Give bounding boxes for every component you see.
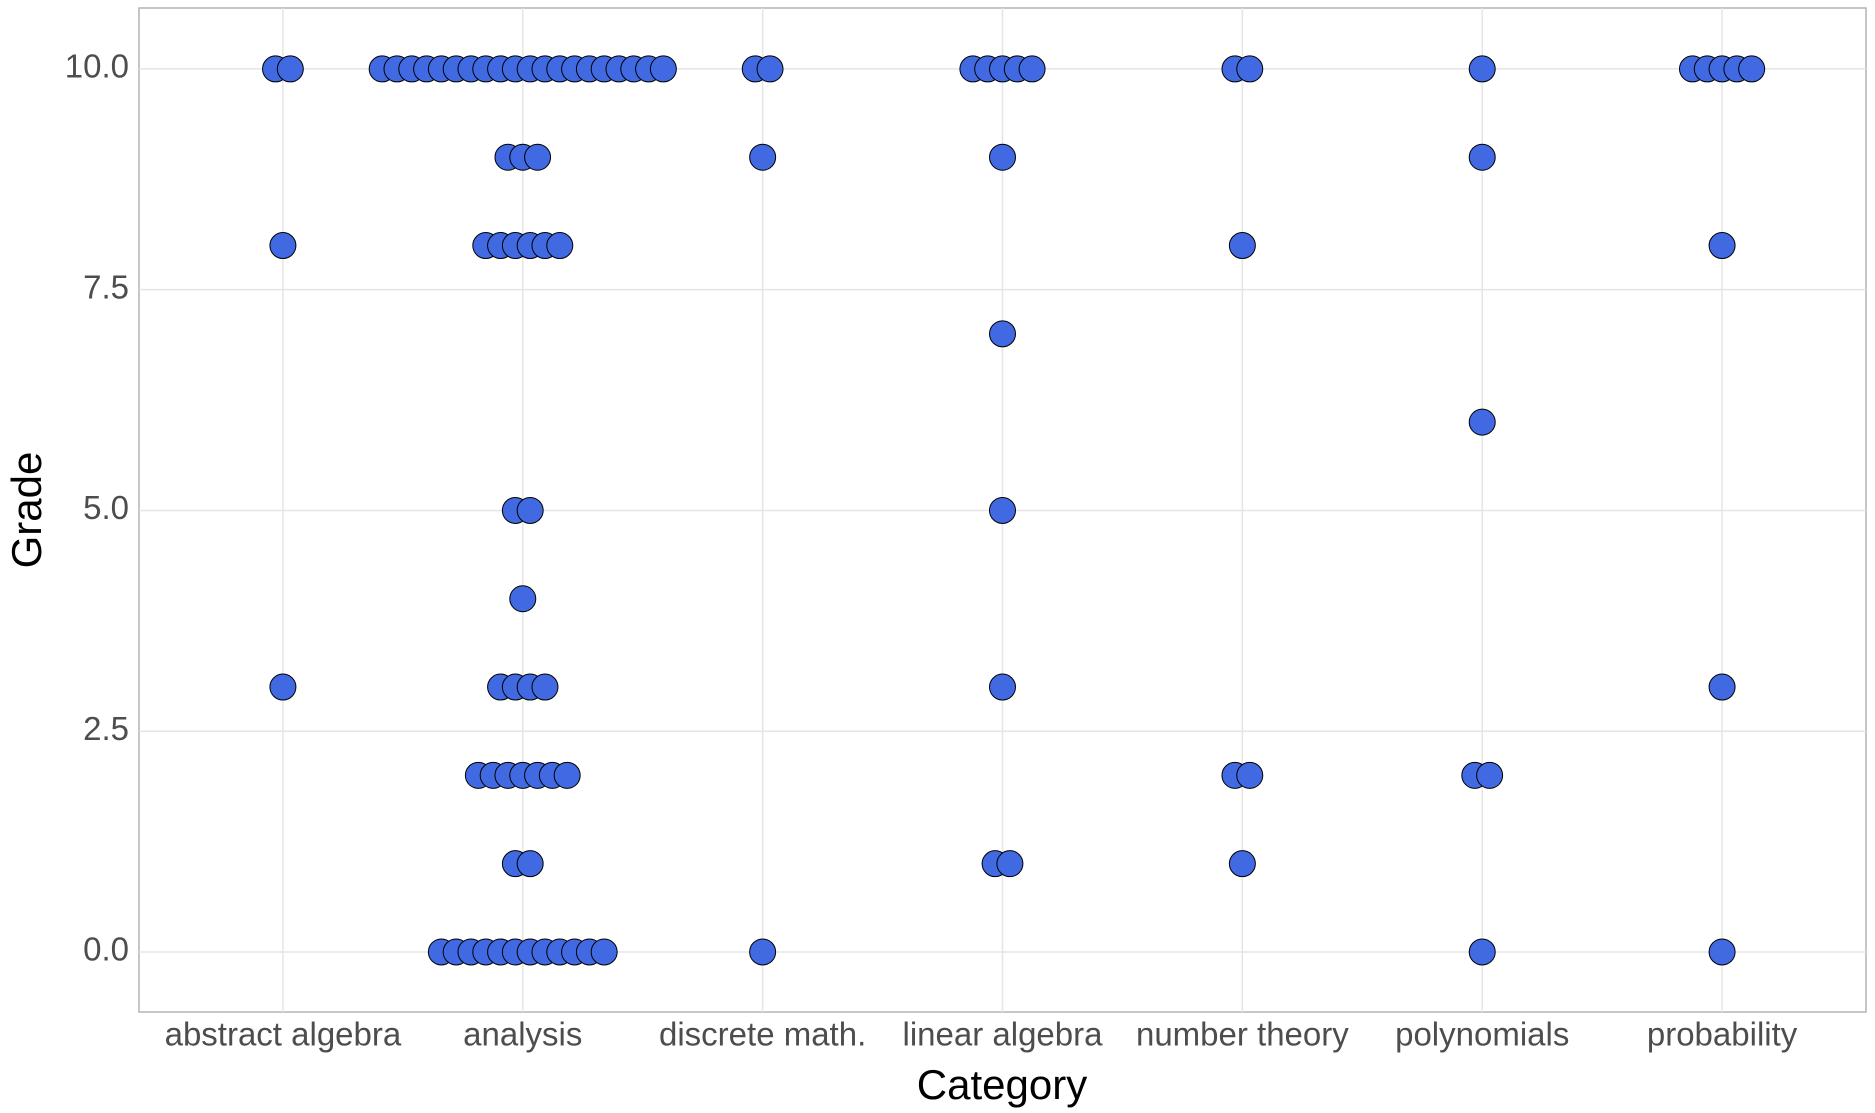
dot xyxy=(546,232,574,260)
dot xyxy=(269,232,297,260)
dot xyxy=(516,496,544,524)
dot xyxy=(1236,761,1264,789)
x-tick-label: discrete math. xyxy=(659,1016,866,1053)
dot xyxy=(1468,143,1496,171)
dot xyxy=(1738,55,1766,83)
dot xyxy=(1708,232,1736,260)
dot xyxy=(1228,232,1256,260)
x-tick-label: linear algebra xyxy=(903,1016,1104,1053)
x-tick-label: probability xyxy=(1647,1016,1798,1053)
dot xyxy=(1476,761,1504,789)
dot xyxy=(269,673,297,701)
dot xyxy=(989,496,1016,524)
dot xyxy=(989,673,1016,701)
x-tick-label: polynomials xyxy=(1395,1016,1569,1053)
dot xyxy=(276,55,304,83)
y-axis-title: Grade xyxy=(3,452,50,569)
x-tick-label: analysis xyxy=(463,1016,582,1053)
y-tick-label: 7.5 xyxy=(83,268,129,305)
y-tick-label: 10.0 xyxy=(65,48,129,85)
dot xyxy=(516,850,544,878)
dot xyxy=(524,143,552,171)
dot xyxy=(989,143,1016,171)
dot xyxy=(749,938,777,966)
dot xyxy=(756,55,784,83)
dot xyxy=(1708,673,1736,701)
dot xyxy=(649,55,677,83)
dot xyxy=(1018,55,1046,83)
dot xyxy=(989,320,1016,348)
x-axis-title: Category xyxy=(917,1061,1087,1108)
marks xyxy=(262,55,1766,966)
dot xyxy=(749,143,777,171)
dot xyxy=(1708,938,1736,966)
dot xyxy=(1468,55,1496,83)
dot xyxy=(1228,850,1256,878)
dot xyxy=(996,850,1024,878)
y-tick-label: 5.0 xyxy=(83,489,129,526)
dot xyxy=(531,673,559,701)
dot xyxy=(509,585,537,613)
y-tick-label: 0.0 xyxy=(83,931,129,968)
dot xyxy=(1468,408,1496,436)
x-tick-label: abstract algebra xyxy=(165,1016,402,1053)
dot xyxy=(590,938,618,966)
x-tick-label: number theory xyxy=(1136,1016,1349,1053)
dot xyxy=(553,761,581,789)
dot xyxy=(1468,938,1496,966)
dot xyxy=(1236,55,1264,83)
y-tick-label: 2.5 xyxy=(83,710,129,747)
